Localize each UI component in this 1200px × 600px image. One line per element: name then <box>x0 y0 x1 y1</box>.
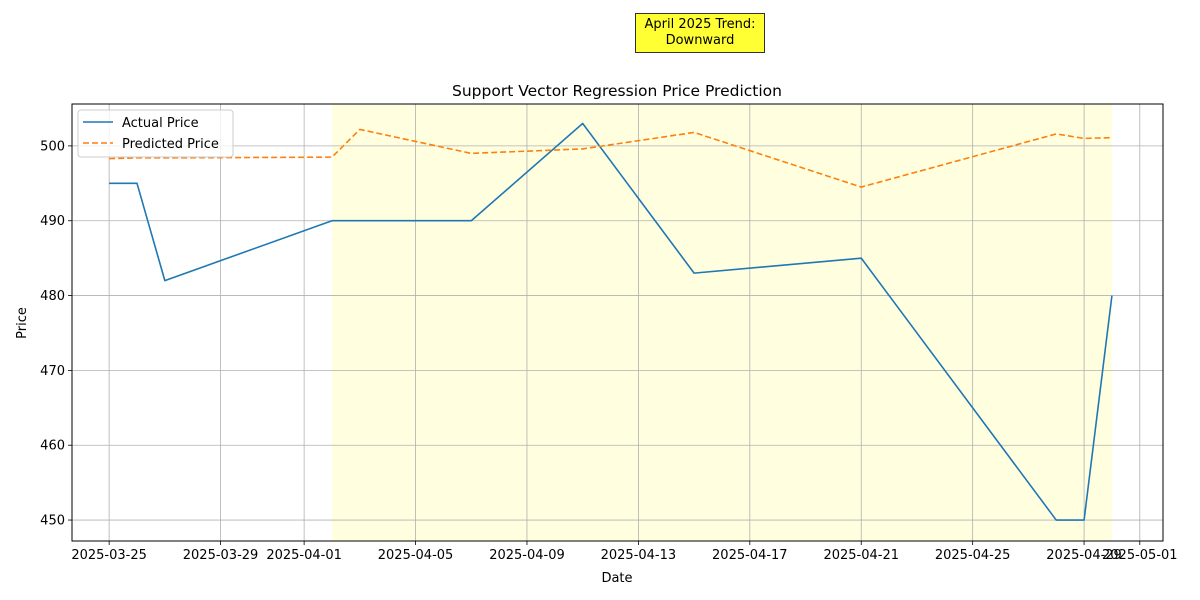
y-tick-label: 500 <box>40 139 65 154</box>
y-tick-label: 450 <box>40 514 65 529</box>
x-tick-label: 2025-04-05 <box>378 548 454 563</box>
y-tick-label: 480 <box>40 289 65 304</box>
trend-annotation-line1: April 2025 Trend: <box>644 17 756 32</box>
x-tick-label: 2025-04-17 <box>712 548 788 563</box>
y-tick-label: 470 <box>40 364 65 379</box>
x-tick-label: 2025-04-25 <box>935 548 1011 563</box>
trend-annotation: April 2025 Trend: Downward <box>635 13 765 53</box>
x-tick-label: 2025-03-29 <box>183 548 259 563</box>
x-tick-label: 2025-04-01 <box>266 548 342 563</box>
chart-title: Support Vector Regression Price Predicti… <box>452 82 782 100</box>
y-tick-label: 460 <box>40 439 65 454</box>
x-tick-label: 2025-04-13 <box>601 548 677 563</box>
y-tick-label: 490 <box>40 214 65 229</box>
legend-label-predicted: Predicted Price <box>122 137 219 152</box>
x-tick-label: 2025-05-01 <box>1102 548 1178 563</box>
legend: Actual Price Predicted Price <box>77 109 234 158</box>
series-layer <box>109 122 1113 521</box>
actual-price-line <box>109 122 1113 521</box>
trend-annotation-line2: Downward <box>665 33 735 48</box>
x-tick-label: 2025-04-29 <box>1046 548 1122 563</box>
x-tick-label: 2025-04-09 <box>489 548 565 563</box>
x-axis-label: Date <box>601 571 632 586</box>
tick-layer: 2025-03-25 2025-03-29 2025-04-01 2025-04-05… <box>40 139 1177 563</box>
x-tick-label: 2025-04-21 <box>823 548 899 563</box>
legend-box <box>77 109 234 158</box>
x-tick-label: 2025-03-25 <box>71 548 147 563</box>
predicted-price-line <box>109 128 1112 188</box>
highlight-layer <box>331 104 1112 541</box>
plot-frame <box>71 103 1164 542</box>
highlight-range <box>331 104 1112 541</box>
y-axis-label: Price <box>15 307 30 339</box>
legend-label-actual: Actual Price <box>122 116 199 131</box>
grid-layer <box>72 104 1163 541</box>
